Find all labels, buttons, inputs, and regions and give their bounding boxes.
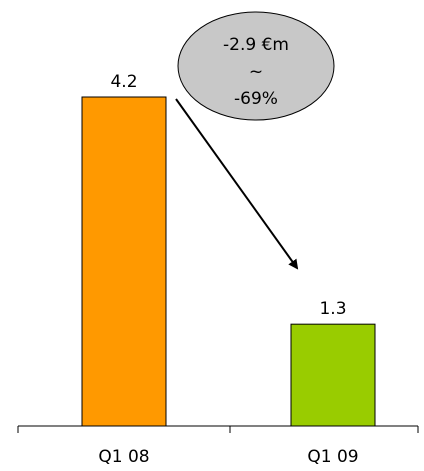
x-tick-label-q1-09: Q1 09 xyxy=(307,447,358,467)
bar-q1-08 xyxy=(81,96,167,427)
decline-arrow xyxy=(175,98,299,270)
value-label-q1-08: 4.2 xyxy=(110,72,137,92)
bars-group: 4.2 1.3 xyxy=(81,72,376,427)
annotation-line-amount: -2.9 €m xyxy=(223,35,289,55)
value-label-q1-09: 1.3 xyxy=(319,299,346,319)
annotation-line-tilde: ~ xyxy=(249,62,263,82)
change-annotation-bubble xyxy=(177,11,335,121)
annotation-line-percent: -69% xyxy=(234,89,278,109)
x-tick-label-q1-08: Q1 08 xyxy=(98,447,149,467)
bar-q1-09 xyxy=(290,323,376,427)
